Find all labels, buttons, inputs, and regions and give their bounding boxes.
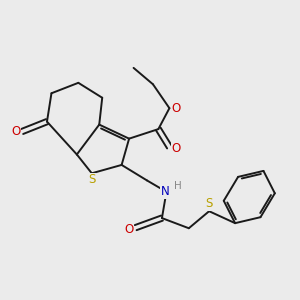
Text: O: O (171, 142, 181, 155)
Text: S: S (88, 173, 96, 186)
Text: O: O (11, 125, 20, 138)
Text: S: S (206, 197, 213, 210)
Text: O: O (171, 102, 181, 115)
Text: N: N (160, 185, 169, 198)
Text: H: H (174, 182, 182, 191)
Text: O: O (124, 223, 134, 236)
